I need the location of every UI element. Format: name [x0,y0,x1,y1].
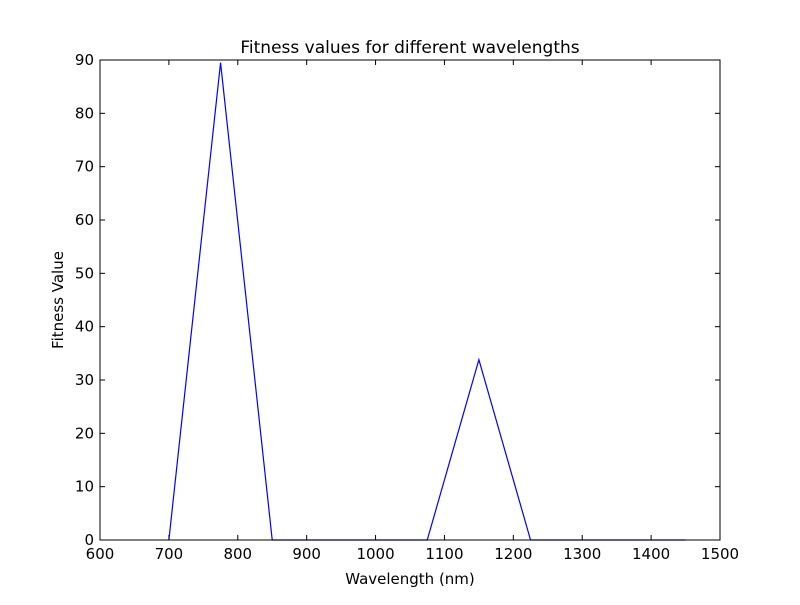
y-tick-label: 80 [75,104,94,122]
y-tick-label: 20 [75,424,94,442]
y-tick-label: 60 [75,211,94,229]
x-tick-label: 1500 [701,545,739,563]
y-tick-label: 30 [75,371,94,389]
x-tick-label: 700 [155,545,184,563]
y-axis-label: Fitness Value [49,251,67,349]
x-tick-label: 1300 [563,545,601,563]
x-tick-label: 1400 [632,545,670,563]
x-axis-label: Wavelength (nm) [345,570,475,588]
x-tick-label: 1000 [356,545,394,563]
axes-frame [99,59,721,541]
x-tick-label: 1100 [425,545,463,563]
tick-labels: 600 700 800 900 1000 1100 1200 1300 1400 1500 0 10 2… [75,51,739,563]
plot-area [168,62,686,541]
chart-title: Fitness values for different wavelengths [240,38,579,58]
y-tick-label: 0 [84,531,94,549]
y-tick-label: 90 [75,51,94,69]
y-tick-label: 10 [75,478,94,496]
x-tick-label: 900 [292,545,321,563]
series-line [168,62,686,541]
x-tick-label: 1200 [494,545,532,563]
y-tick-label: 40 [75,318,94,336]
y-tick-label: 50 [75,264,94,282]
x-tick-label: 600 [86,545,115,563]
x-tick-label: 800 [223,545,252,563]
axis-ticks [99,59,721,541]
y-tick-label: 70 [75,158,94,176]
